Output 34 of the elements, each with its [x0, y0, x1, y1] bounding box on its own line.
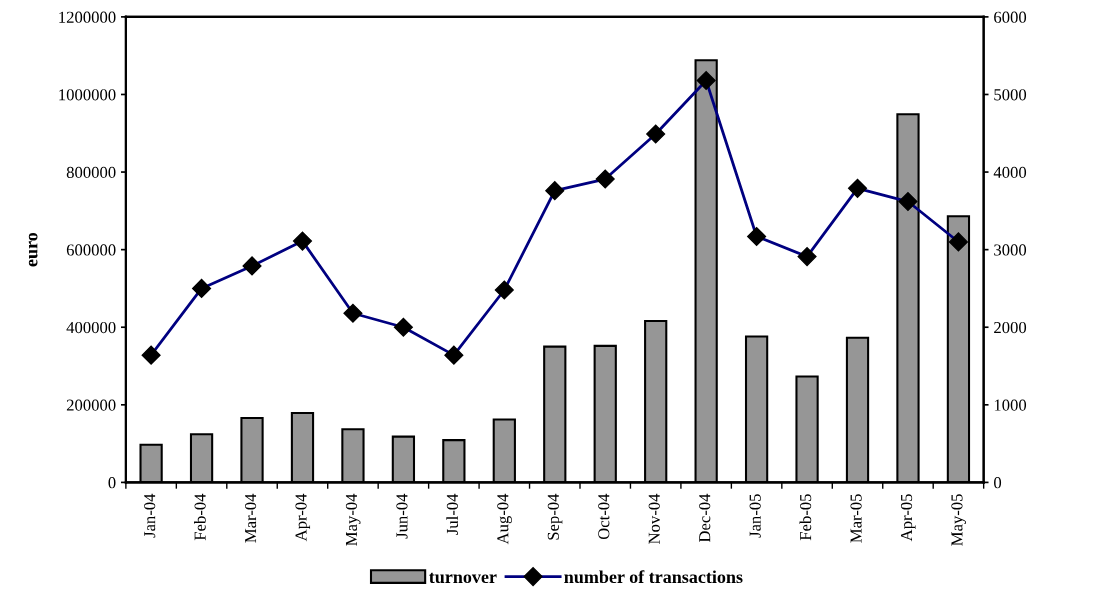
x-tick-label: Jan-05 [749, 494, 761, 538]
legend-label: number of transactions [564, 570, 743, 584]
y-tick-label: 0 [108, 477, 116, 489]
y-tick-label: 1000000 [59, 89, 116, 101]
x-tick-label: May-05 [951, 494, 966, 546]
y2-tick-label: 6000 [994, 11, 1027, 23]
x-tick-label: Feb-05 [799, 494, 812, 541]
x-tick-label: Feb-04 [194, 493, 206, 541]
x-tick-label: Mar-04 [244, 493, 257, 543]
y-tick-label: 200000 [66, 399, 116, 411]
y-axis-title: euro [28, 232, 38, 267]
x-tick-label: Oct-04 [598, 493, 610, 540]
x-tick-label: Nov-04 [648, 493, 660, 544]
y2-tick-label: 5000 [994, 89, 1027, 101]
y-tick-label: 400000 [66, 321, 116, 334]
y-tick-label: 800000 [66, 166, 116, 178]
x-tick-label: Jul-04 [446, 493, 459, 535]
y2-tick-label: 0 [994, 477, 1002, 489]
y2-tick-label: 4000 [993, 166, 1027, 178]
y-tick-label: 1200000 [59, 11, 116, 23]
y2-tick-label: 2000 [994, 321, 1027, 334]
x-tick-label: Mar-05 [850, 494, 862, 543]
y2-tick-label: 3000 [994, 244, 1027, 256]
x-tick-label: Sep-04 [547, 493, 563, 540]
y2-tick-label: 1000 [994, 399, 1027, 411]
x-tick-label: Aug-04 [497, 493, 512, 545]
x-tick-label: Apr-05 [900, 494, 916, 542]
x-tick-label: Apr-04 [295, 493, 311, 542]
legend-label: turnover [429, 572, 497, 584]
x-tick-label: Jan-04 [144, 493, 156, 538]
x-tick-label: Jun-04 [396, 493, 408, 539]
y-tick-label: 600000 [66, 244, 116, 256]
x-tick-label: May-04 [345, 493, 361, 546]
x-tick-label: Dec-04 [699, 493, 711, 543]
